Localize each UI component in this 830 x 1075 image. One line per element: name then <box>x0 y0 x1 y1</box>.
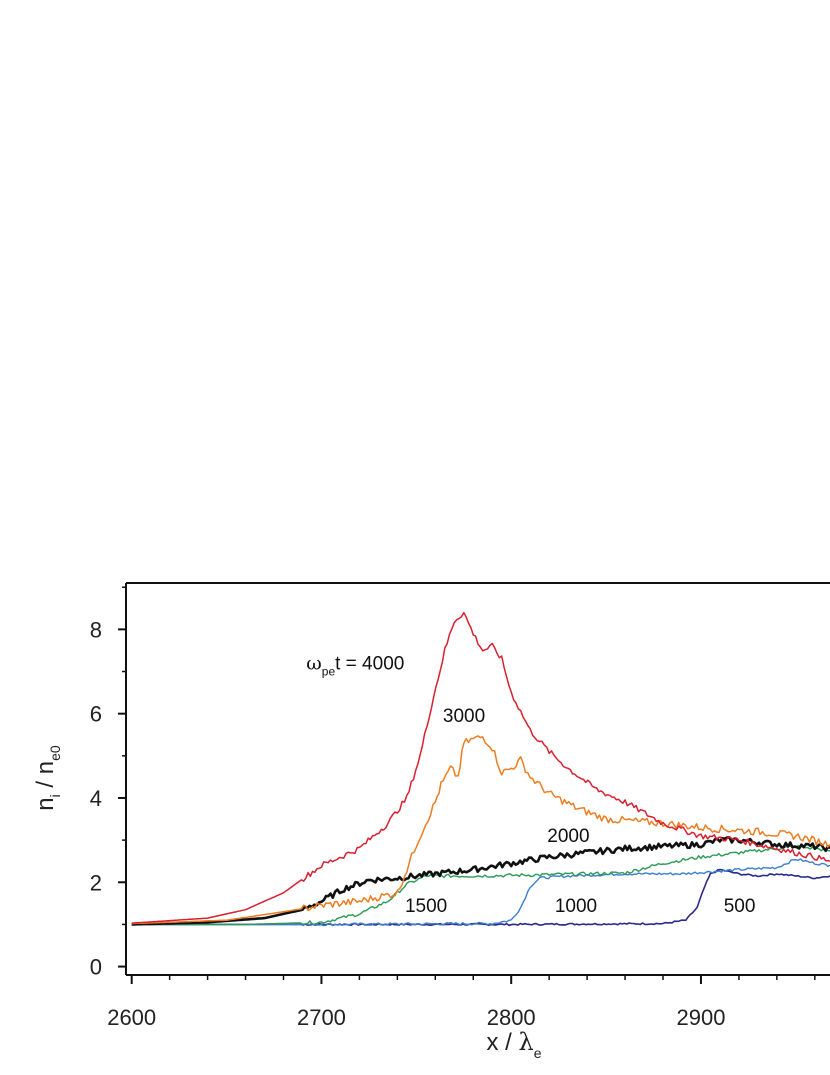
x-tick-label-2900: 2900 <box>676 1005 725 1030</box>
series-line-2000 <box>131 836 830 926</box>
y-tick-label-0: 0 <box>90 955 102 980</box>
curve-label-2000: 2000 <box>547 826 589 847</box>
curve-label-500: 500 <box>724 896 756 917</box>
curve-label-3000: 3000 <box>443 706 485 727</box>
series-line-4000 <box>131 611 830 924</box>
y-axis-label: ni / ne0 <box>32 745 63 811</box>
curve-label-1000: 1000 <box>555 896 597 917</box>
y-tick-label-8: 8 <box>90 617 102 642</box>
x-axis-label: x / λe <box>486 1028 541 1061</box>
series-line-3000 <box>131 735 830 925</box>
y-tick-label-2: 2 <box>90 870 102 895</box>
y-tick-label-6: 6 <box>90 702 102 727</box>
y-axis-ticks: 0 2 4 6 8 <box>90 586 126 980</box>
series-line-1500 <box>131 844 830 926</box>
series-group <box>131 611 830 927</box>
x-tick-label-2700: 2700 <box>297 1005 346 1030</box>
curve-label-1500: 1500 <box>405 896 447 917</box>
y-tick-label-4: 4 <box>90 786 102 811</box>
x-axis-ticks: 2600 2700 2800 2900 <box>107 975 816 1030</box>
x-tick-label-2600: 2600 <box>107 1005 156 1030</box>
curve-label-4000: ωpet = 4000 <box>306 652 404 678</box>
x-tick-label-2800: 2800 <box>487 1005 536 1030</box>
